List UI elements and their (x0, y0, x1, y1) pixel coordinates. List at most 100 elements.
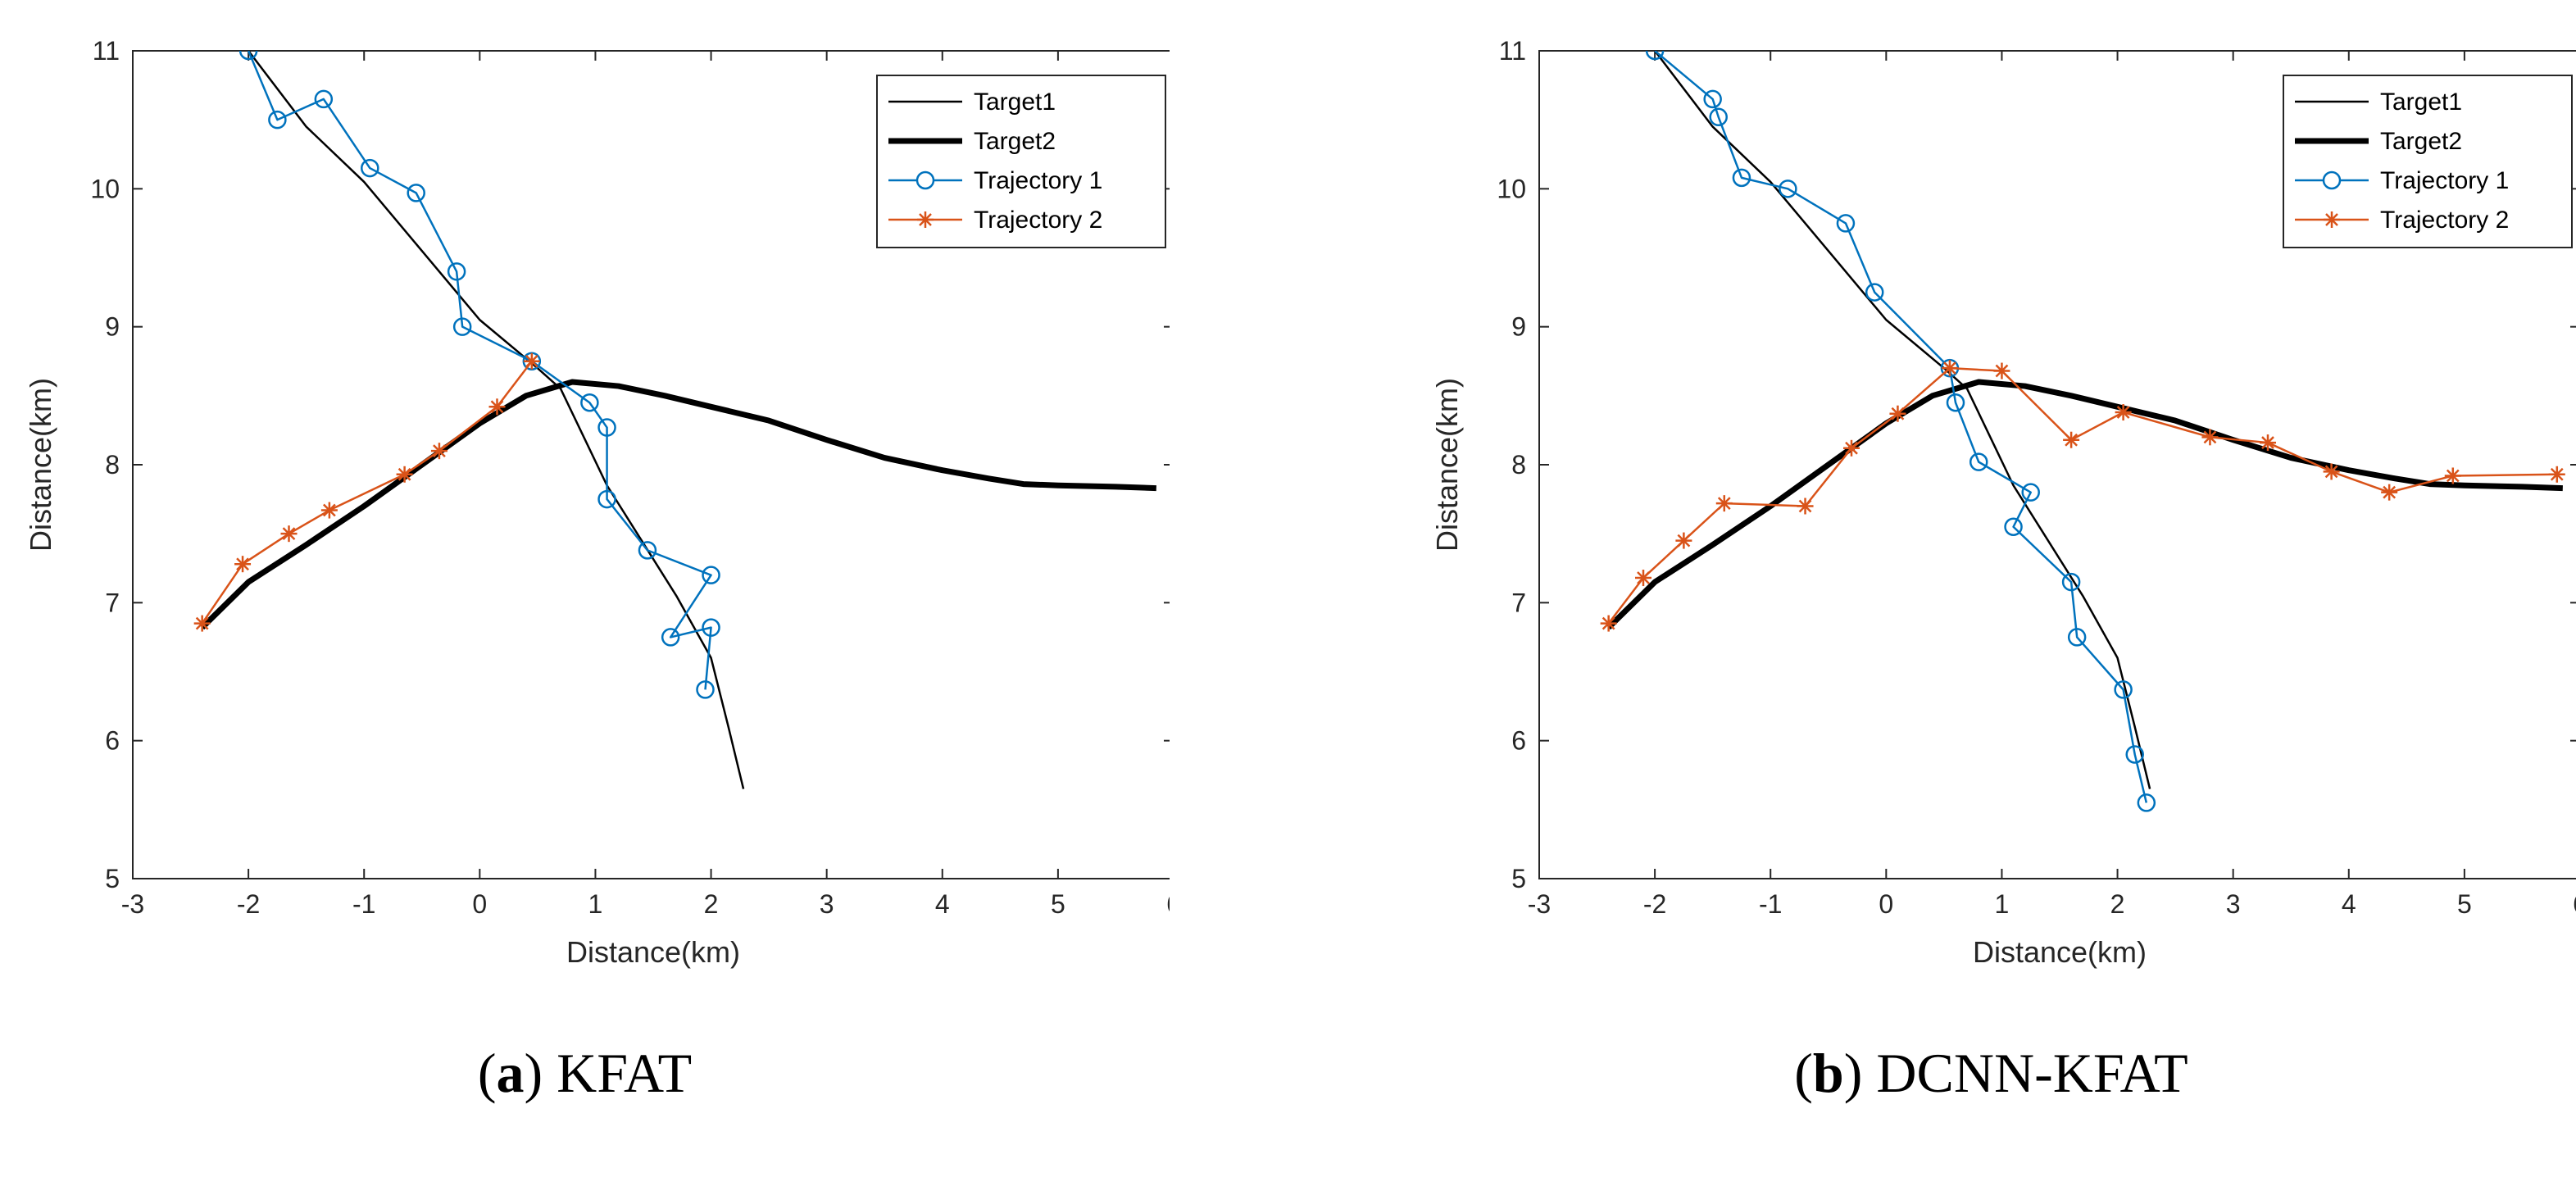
chart-a-point (702, 618, 720, 637)
chart-b-xtick-label: -1 (1759, 889, 1782, 919)
chart-a-ytick-label: 11 (93, 36, 120, 66)
chart-b-point (1635, 570, 1651, 587)
chart-b-point (1675, 532, 1692, 549)
chart-b-legend-marker (2324, 211, 2340, 228)
chart-a-series-target2 (200, 379, 1156, 630)
chart-a-legend-marker (915, 170, 935, 190)
chart-a-point (280, 525, 298, 543)
chart-b-point (1715, 495, 1733, 512)
chart-b-point (1993, 362, 2010, 379)
chart-a-point (661, 628, 680, 647)
chart-b-xtick-label: 1 (1995, 889, 2010, 919)
chart-a-point (193, 615, 211, 632)
caption-b: (b) DCNN-KFAT (1794, 1042, 2188, 1104)
chart-a-line-0 (248, 51, 745, 789)
chart-a-line-3 (201, 360, 533, 625)
caption-a-text: KFAT (543, 1042, 693, 1104)
chart-a-legend-label: Target2 (974, 128, 1056, 155)
chart-b-point (1797, 498, 1814, 515)
chart-b-point (2137, 793, 2156, 812)
chart-b-xtick-label: 0 (1879, 889, 1893, 919)
chart-a-xtick-label: -1 (352, 889, 375, 919)
chart-b-point (2125, 745, 2144, 764)
chart-b-xtick-label: -3 (1528, 889, 1551, 919)
chart-a-point (320, 502, 338, 519)
chart-b-xtick-label: 6 (2573, 889, 2576, 919)
chart-a-point (447, 262, 466, 281)
chart-b-point (2115, 404, 2132, 421)
chart-a-series-trajectory-2 (193, 352, 540, 632)
chart-b-series-trajectory-1 (1645, 51, 2156, 812)
caption-b-letter: b (1812, 1042, 1844, 1104)
chart-b-point (2063, 431, 2080, 448)
chart-b-point (2004, 517, 2023, 536)
chart-a-point (638, 541, 657, 560)
chart-b-legend-label: Trajectory 1 (2380, 167, 2509, 194)
chart-a-point (234, 556, 252, 573)
chart-b-point (1703, 89, 1722, 109)
chart-b-xtick-label: 2 (2110, 889, 2125, 919)
chart-a-xtick-label: 0 (472, 889, 487, 919)
chart-a-point (430, 443, 448, 460)
chart-b-point (1600, 615, 1617, 632)
chart-a-xtick-label: -2 (237, 889, 260, 919)
chart-a-point (488, 398, 506, 416)
chart-a-ylabel: Distance(km) (24, 378, 57, 552)
chart-a-xtick-label: 5 (1051, 889, 1065, 919)
chart-b-line-3 (1607, 366, 2557, 625)
chart-a-legend-label: Trajectory 1 (974, 167, 1102, 194)
chart-b-point (1709, 107, 1728, 127)
chart-b-point (1843, 439, 1860, 457)
chart-b: -3 -2 -1 0 1 2 3 4 5 6 5 6 7 8 9 10 11 Distance(km) Distan… (1430, 36, 2576, 969)
chart-b-legend-label: Trajectory 2 (2380, 207, 2509, 234)
chart-b-point (1969, 452, 1988, 471)
chart-a-point (696, 680, 715, 699)
chart-b-point (2067, 628, 2087, 647)
chart-a-point (597, 418, 616, 437)
chart-a-xtick-label: -3 (121, 889, 144, 919)
chart-a-legend: Target1 Target2 Trajectory 1 Trajectory 2 (876, 75, 1166, 248)
chart-b-series-trajectory-2 (1600, 360, 2565, 632)
chart-b-ylabel: Distance(km) (1430, 378, 1464, 552)
chart-a-line-2 (247, 51, 712, 690)
panel-b: -3 -2 -1 0 1 2 3 4 5 6 5 6 7 8 9 10 11 Distance(km) Distan… (1406, 0, 2576, 1016)
chart-b-ytick-label: 7 (1511, 588, 1526, 617)
chart-a-ytick-label: 10 (90, 174, 120, 203)
chart-b-point (1836, 214, 1856, 233)
chart-b-point (1941, 360, 1958, 377)
chart-b-ytick-label: 11 (1499, 36, 1526, 66)
chart-b-xtick-label: 3 (2226, 889, 2241, 919)
chart-a-point (523, 352, 540, 370)
chart-a-point (702, 566, 720, 584)
caption-a-letter: a (496, 1042, 525, 1104)
chart-a-xlabel: Distance(km) (566, 935, 740, 969)
chart-b-point (2260, 434, 2276, 452)
chart-b-series-target1 (1654, 51, 2151, 789)
chart-a-xtick-label: 1 (588, 889, 603, 919)
chart-b-point (2114, 680, 2133, 699)
chart-b-xtick-label: -2 (1643, 889, 1666, 919)
chart-b-line-0 (1654, 51, 2151, 789)
panel-a: -3 -2 -1 0 1 2 3 4 5 6 5 6 7 8 9 10 11 Distance(km) Distan… (0, 0, 1170, 1016)
chart-b-point (1889, 405, 1906, 422)
chart-b-point (2021, 483, 2040, 502)
chart-b-point (2444, 467, 2461, 484)
chart-b-legend-label: Target2 (2380, 128, 2462, 155)
chart-a-xtick-label: 2 (704, 889, 719, 919)
chart-b-xlabel: Distance(km) (1973, 935, 2147, 969)
chart-b-xtick-label: 4 (2342, 889, 2356, 919)
chart-a-ytick-label: 8 (105, 450, 120, 479)
caption-a: (a) KFAT (477, 1042, 693, 1104)
chart-a-xtick-label: 6 (1166, 889, 1170, 919)
chart-b-ytick-label: 10 (1497, 174, 1526, 203)
chart-a-xtick-label: 4 (935, 889, 950, 919)
chart-b-point (2201, 429, 2219, 446)
chart-b-point (1946, 393, 1965, 412)
chart-a-point (452, 317, 472, 336)
chart-b-line-2 (1654, 51, 2148, 803)
chart-a-point (597, 489, 616, 509)
chart-b-legend-label: Target1 (2380, 89, 2462, 116)
chart-a-series-target1 (248, 51, 745, 789)
chart-b-legend-marker (2322, 170, 2342, 190)
chart-b-point (2323, 463, 2340, 480)
